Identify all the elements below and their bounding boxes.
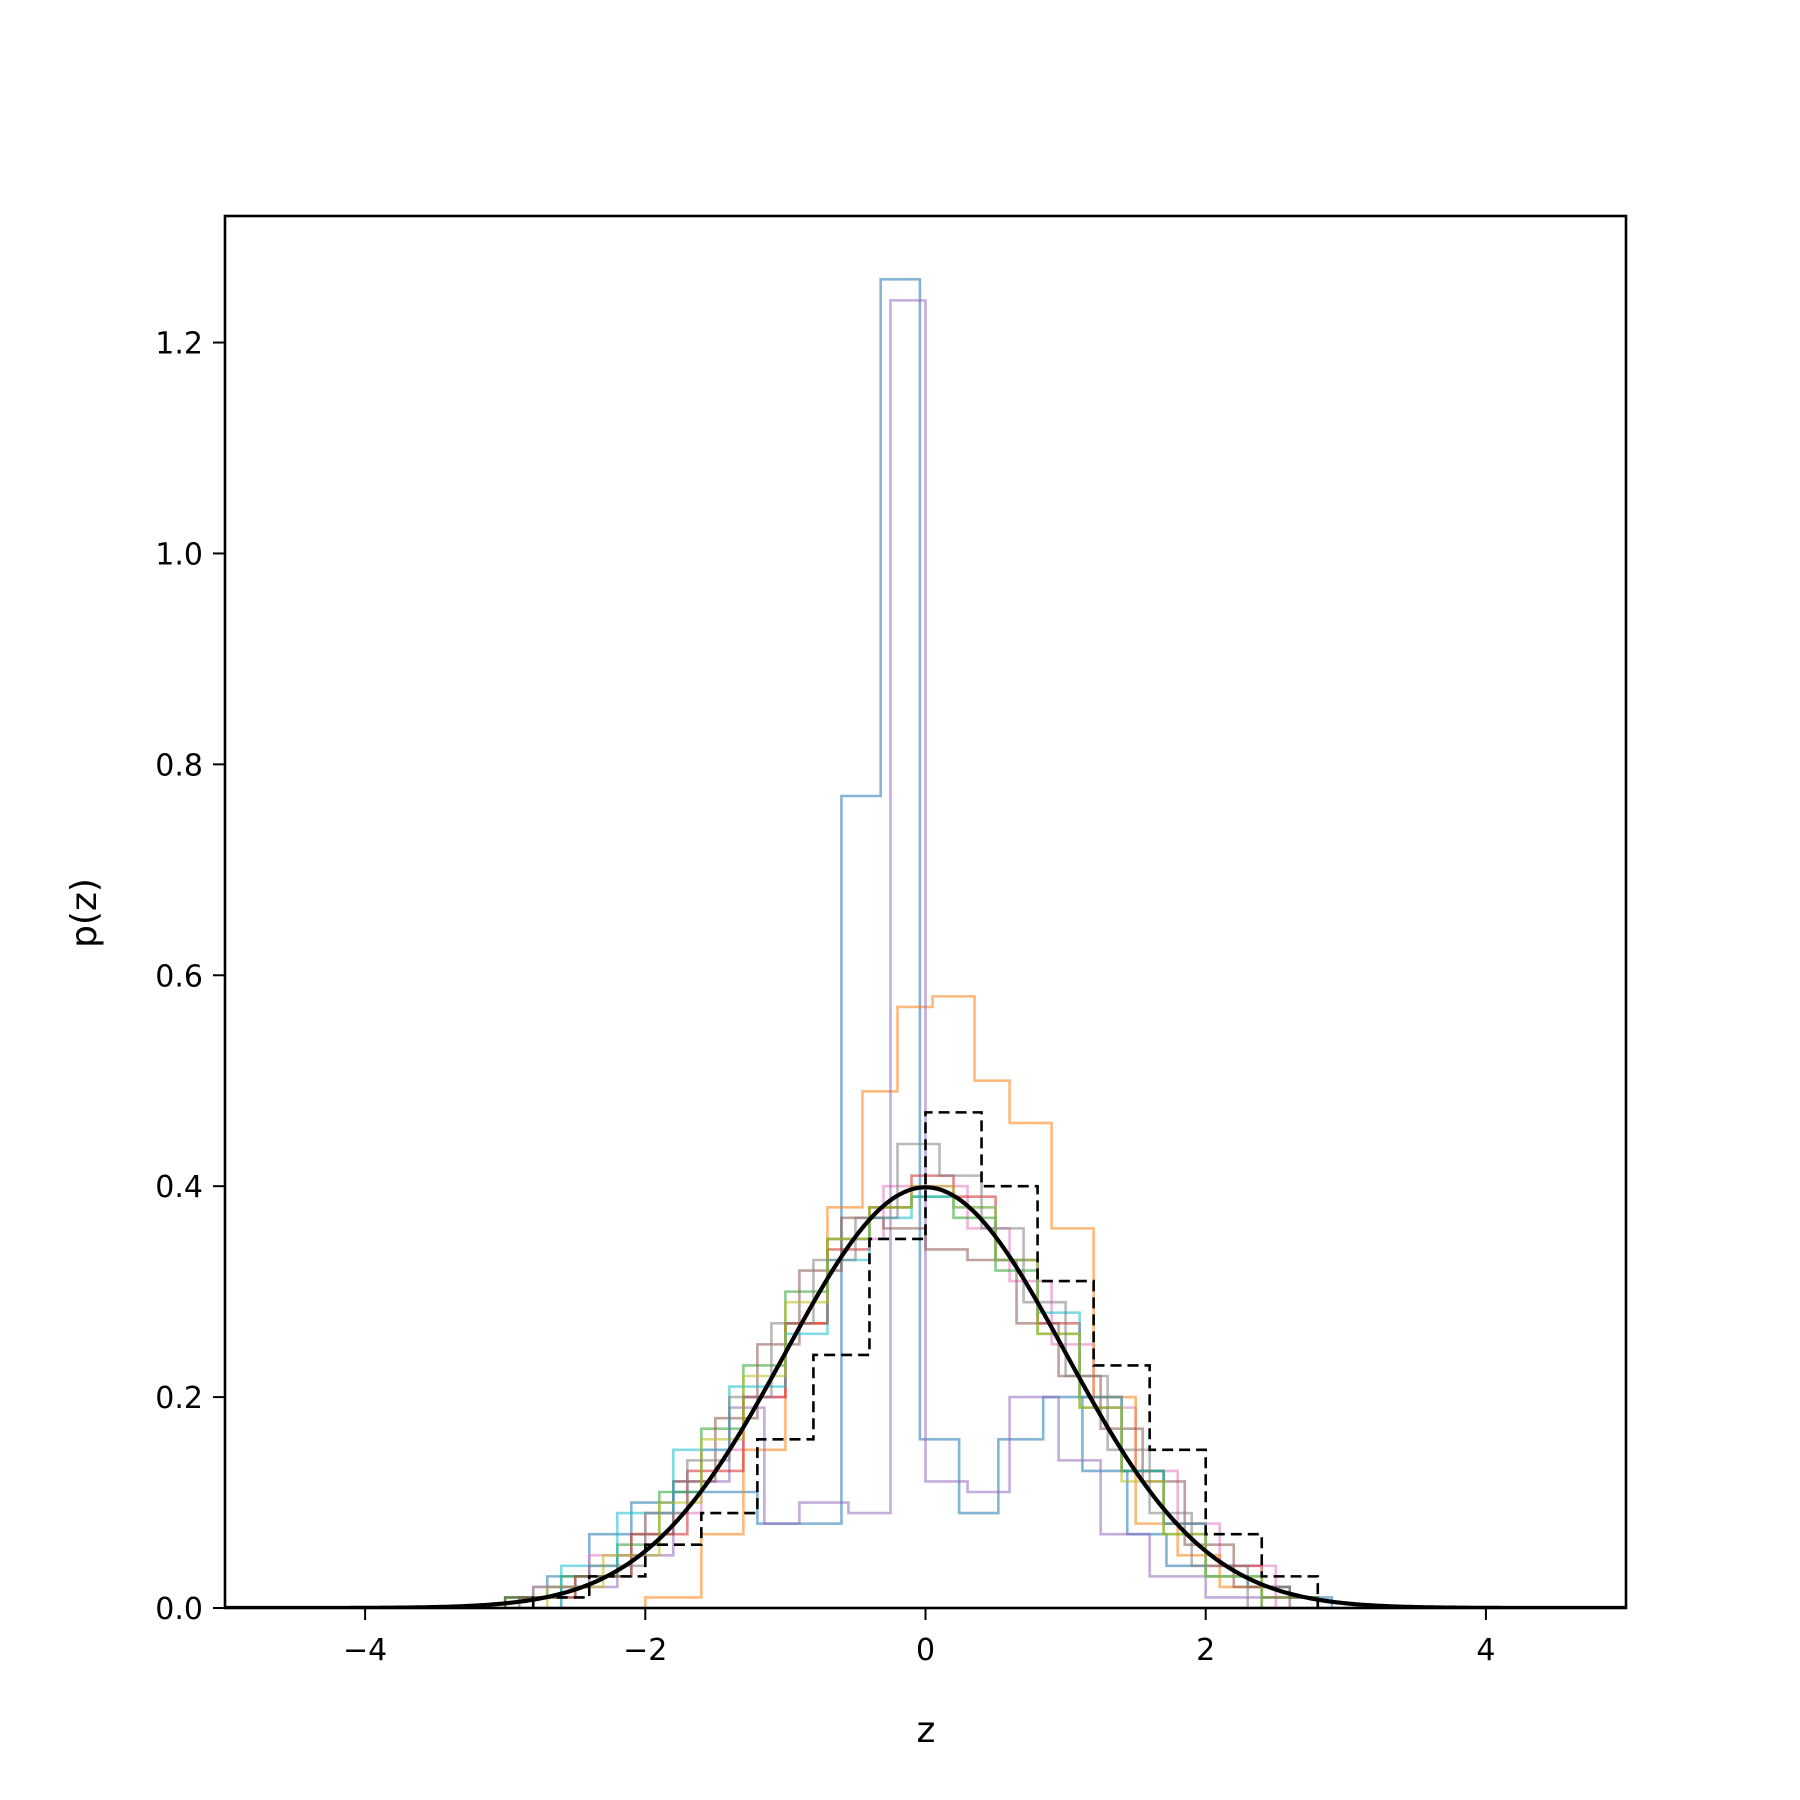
x-axis-label: z (917, 1710, 936, 1751)
y-tick-label: 0.8 (155, 748, 203, 783)
y-tick-label: 1.0 (155, 537, 203, 572)
y-tick-label: 0.6 (155, 959, 203, 994)
x-tick-label: −4 (343, 1633, 387, 1668)
histogram-step-8 (559, 1195, 1264, 1608)
x-tick-label: 2 (1196, 1633, 1215, 1668)
x-axis-ticks: −4 −2 0 2 4 (343, 1608, 1495, 1668)
y-axis-label: p(z) (64, 878, 105, 948)
y-axis-ticks: 0.0 0.2 0.4 0.6 0.8 1.0 1.2 (155, 327, 225, 1627)
x-tick-label: 0 (916, 1633, 935, 1668)
y-tick-label: 0.2 (155, 1381, 203, 1416)
y-tick-label: 0.0 (155, 1592, 203, 1627)
plot-marks (225, 277, 1626, 1608)
density-curve (225, 1185, 1626, 1608)
histogram-step-10 (531, 1142, 1250, 1608)
x-tick-label: 4 (1476, 1633, 1495, 1668)
y-tick-label: 1.2 (155, 327, 203, 362)
x-tick-label: −2 (623, 1633, 667, 1668)
y-tick-label: 0.4 (155, 1170, 203, 1205)
